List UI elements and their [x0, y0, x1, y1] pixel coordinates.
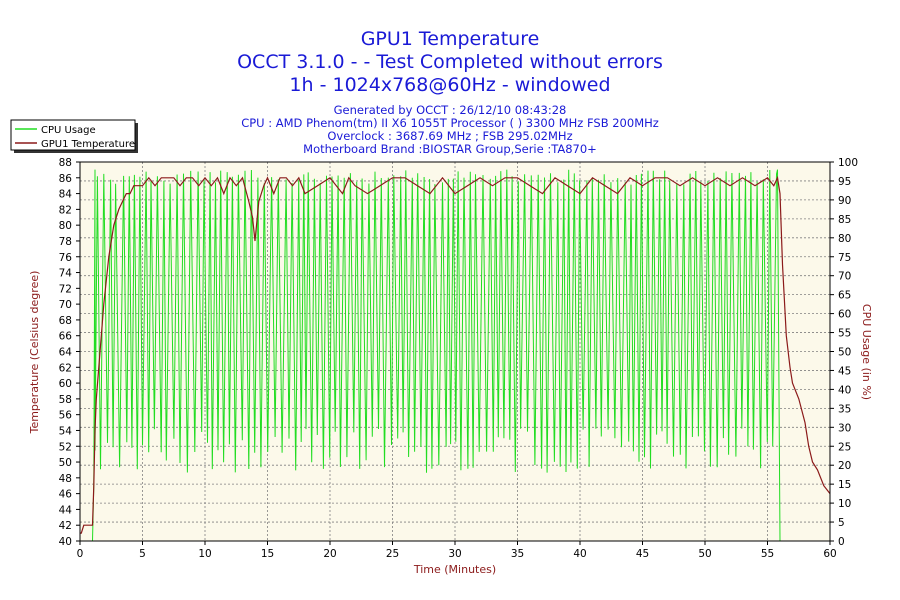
legend: CPU Usage GPU1 Temperature — [10, 119, 138, 153]
y-right-tick-label: 20 — [838, 460, 851, 472]
y-right-tick-label: 0 — [838, 536, 845, 548]
gpu1-temperature-line — [80, 175, 831, 534]
legend-gpu1-temperature: GPU1 Temperature — [41, 139, 135, 150]
y-left-tick-label: 40 — [59, 536, 72, 548]
y-right-tick-label: 50 — [838, 347, 851, 359]
y-left-axis-ticks: 40 42 44 46 48 50 52 54 56 58 60 62 64 66 68 70 72 74 76 78… — [59, 157, 80, 548]
y-left-tick-label: 42 — [59, 520, 72, 532]
x-tick-label: 0 — [77, 548, 84, 560]
y-left-tick-label: 88 — [59, 157, 72, 169]
x-tick-label: 15 — [261, 548, 274, 560]
y-right-axis-ticks: 0 5 10 15 20 25 30 35 40 45 50 55 60 65 70 75 80 85 90 95 10… — [830, 157, 858, 548]
y-left-tick-label: 64 — [59, 347, 73, 359]
x-tick-label: 20 — [323, 548, 336, 560]
y-left-tick-label: 54 — [59, 425, 73, 437]
x-axis-ticks: 0 5 10 15 20 25 30 35 40 45 50 55 60 — [77, 541, 837, 560]
y-right-tick-label: 40 — [838, 384, 851, 396]
x-tick-label: 10 — [198, 548, 211, 560]
y-right-tick-label: 90 — [838, 195, 851, 207]
y-right-tick-label: 75 — [838, 252, 851, 264]
y-left-tick-label: 56 — [59, 410, 73, 422]
x-tick-label: 25 — [386, 548, 399, 560]
gpu1-temperature-series — [80, 175, 831, 534]
y-left-tick-label: 72 — [59, 283, 72, 295]
y-left-tick-label: 84 — [59, 189, 73, 201]
y-left-tick-label: 66 — [59, 331, 73, 343]
x-axis-label: Time (Minutes) — [413, 563, 496, 576]
y-left-tick-label: 82 — [59, 204, 72, 216]
y-right-tick-label: 65 — [838, 290, 851, 302]
x-tick-label: 45 — [636, 548, 649, 560]
x-tick-label: 55 — [761, 548, 774, 560]
y-left-tick-label: 74 — [59, 268, 73, 280]
cpu-usage-series — [80, 169, 830, 542]
y-right-tick-label: 100 — [838, 157, 858, 169]
x-tick-label: 40 — [573, 548, 586, 560]
x-tick-label: 50 — [698, 548, 711, 560]
y-left-tick-label: 58 — [59, 394, 72, 406]
y-left-tick-label: 50 — [59, 457, 72, 469]
y-right-tick-label: 45 — [838, 365, 851, 377]
y-right-tick-label: 10 — [838, 498, 851, 510]
y-left-tick-label: 68 — [59, 315, 72, 327]
x-tick-label: 35 — [511, 548, 524, 560]
y-left-tick-label: 76 — [59, 252, 73, 264]
x-tick-label: 30 — [448, 548, 461, 560]
meta-overclock: Overclock : 3687.69 MHz ; FSB 295.02MHz — [327, 129, 572, 143]
y-left-tick-label: 70 — [59, 299, 72, 311]
y-right-tick-label: 60 — [838, 309, 851, 321]
y-right-tick-label: 80 — [838, 233, 851, 245]
y-right-tick-label: 15 — [838, 479, 851, 491]
meta-generated: Generated by OCCT : 26/12/10 08:43:28 — [334, 103, 567, 117]
y-right-tick-label: 35 — [838, 403, 851, 415]
x-tick-label: 60 — [823, 548, 836, 560]
y-left-tick-label: 60 — [59, 378, 72, 390]
y-left-axis-label: Temperature (Celsius degree) — [28, 271, 41, 435]
cpu-usage-line — [80, 169, 830, 542]
y-left-tick-label: 80 — [59, 220, 72, 232]
chart-subtitle-test: OCCT 3.1.0 - - Test Completed without er… — [237, 51, 663, 73]
y-left-tick-label: 48 — [59, 473, 72, 485]
y-right-tick-label: 95 — [838, 176, 851, 188]
x-tick-label: 5 — [139, 548, 146, 560]
y-left-tick-label: 78 — [59, 236, 72, 248]
y-left-tick-label: 62 — [59, 362, 72, 374]
meta-cpu: CPU : AMD Phenom(tm) II X6 1055T Process… — [241, 116, 659, 130]
y-left-tick-label: 44 — [59, 504, 73, 516]
y-left-tick-label: 86 — [59, 173, 73, 185]
y-right-tick-label: 25 — [838, 441, 851, 453]
meta-motherboard: Motherboard Brand :BIOSTAR Group,Serie :… — [303, 142, 597, 156]
y-right-tick-label: 55 — [838, 328, 851, 340]
chart-subtitle-resolution: 1h - 1024x768@60Hz - windowed — [289, 74, 610, 96]
y-right-tick-label: 70 — [838, 271, 851, 283]
chart-title: GPU1 Temperature — [361, 28, 540, 50]
y-right-axis-label: CPU Usage (in %) — [860, 304, 873, 400]
legend-cpu-usage: CPU Usage — [41, 125, 96, 136]
y-right-tick-label: 5 — [838, 517, 845, 529]
y-left-tick-label: 46 — [59, 489, 73, 501]
y-right-tick-label: 30 — [838, 422, 851, 434]
y-right-tick-label: 85 — [838, 214, 851, 226]
y-left-tick-label: 52 — [59, 441, 72, 453]
